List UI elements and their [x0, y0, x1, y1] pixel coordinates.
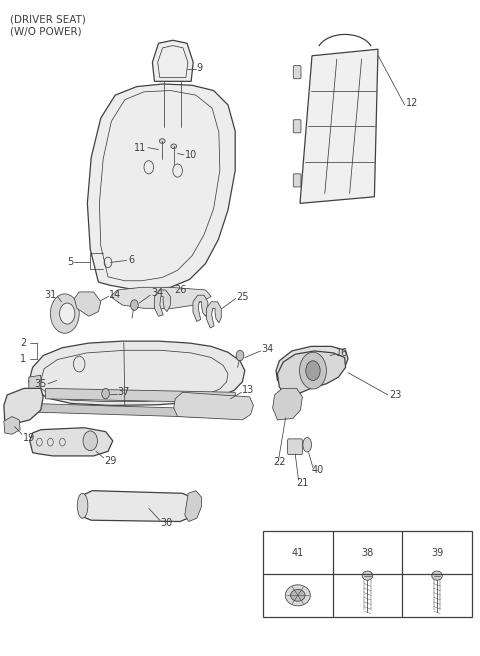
- Polygon shape: [30, 428, 113, 456]
- Text: 31: 31: [44, 290, 57, 300]
- Polygon shape: [79, 491, 197, 522]
- Circle shape: [131, 300, 138, 310]
- Bar: [263, 531, 472, 617]
- FancyBboxPatch shape: [288, 439, 302, 455]
- Text: 6: 6: [129, 255, 135, 266]
- Text: 35: 35: [35, 379, 47, 389]
- Ellipse shape: [432, 571, 443, 580]
- Text: 29: 29: [105, 455, 117, 466]
- Circle shape: [306, 361, 320, 380]
- Polygon shape: [273, 388, 302, 420]
- Polygon shape: [206, 302, 221, 328]
- Circle shape: [50, 294, 79, 333]
- Circle shape: [300, 352, 326, 389]
- Polygon shape: [4, 388, 43, 423]
- Polygon shape: [193, 295, 208, 321]
- Circle shape: [60, 303, 75, 324]
- Text: 37: 37: [118, 386, 130, 397]
- FancyBboxPatch shape: [293, 66, 301, 79]
- Circle shape: [236, 350, 244, 361]
- Ellipse shape: [303, 438, 312, 452]
- Text: 12: 12: [406, 98, 418, 108]
- Polygon shape: [153, 40, 193, 81]
- Text: 13: 13: [242, 385, 255, 396]
- Text: 19: 19: [23, 432, 36, 443]
- Text: 16: 16: [336, 348, 348, 358]
- FancyBboxPatch shape: [293, 119, 301, 133]
- Text: 2: 2: [20, 338, 26, 348]
- Ellipse shape: [291, 589, 305, 601]
- Text: 26: 26: [174, 285, 187, 295]
- Circle shape: [83, 431, 97, 451]
- Polygon shape: [87, 84, 235, 290]
- FancyBboxPatch shape: [293, 174, 301, 187]
- Text: 34: 34: [151, 288, 164, 298]
- Text: 11: 11: [134, 142, 146, 153]
- Text: 14: 14: [109, 290, 122, 300]
- Polygon shape: [185, 491, 202, 522]
- Polygon shape: [174, 392, 253, 420]
- Text: 30: 30: [161, 518, 173, 528]
- Polygon shape: [30, 403, 245, 419]
- Polygon shape: [276, 346, 348, 380]
- Text: 9: 9: [197, 62, 203, 73]
- Polygon shape: [155, 290, 170, 316]
- Text: 39: 39: [431, 548, 443, 558]
- Circle shape: [102, 388, 109, 399]
- Polygon shape: [4, 417, 20, 434]
- Text: (DRIVER SEAT): (DRIVER SEAT): [10, 14, 85, 24]
- Ellipse shape: [285, 585, 311, 606]
- Text: 40: 40: [312, 465, 324, 476]
- Text: 34: 34: [262, 344, 274, 354]
- Ellipse shape: [362, 571, 373, 580]
- Ellipse shape: [159, 138, 165, 144]
- Polygon shape: [74, 292, 101, 316]
- Text: 25: 25: [237, 291, 249, 302]
- Ellipse shape: [171, 144, 177, 149]
- Polygon shape: [29, 375, 41, 390]
- Ellipse shape: [77, 493, 88, 518]
- Polygon shape: [300, 49, 378, 203]
- Text: 1: 1: [20, 354, 26, 365]
- Polygon shape: [46, 388, 235, 403]
- Polygon shape: [277, 351, 346, 397]
- Text: 5: 5: [67, 257, 73, 268]
- Polygon shape: [110, 287, 211, 308]
- Text: (W/O POWER): (W/O POWER): [10, 26, 81, 36]
- Text: 21: 21: [297, 478, 309, 489]
- Text: 38: 38: [361, 548, 373, 558]
- Text: 22: 22: [274, 457, 286, 468]
- Text: 10: 10: [185, 150, 197, 161]
- Polygon shape: [29, 341, 245, 405]
- Text: 41: 41: [292, 548, 304, 558]
- Text: 23: 23: [389, 390, 401, 400]
